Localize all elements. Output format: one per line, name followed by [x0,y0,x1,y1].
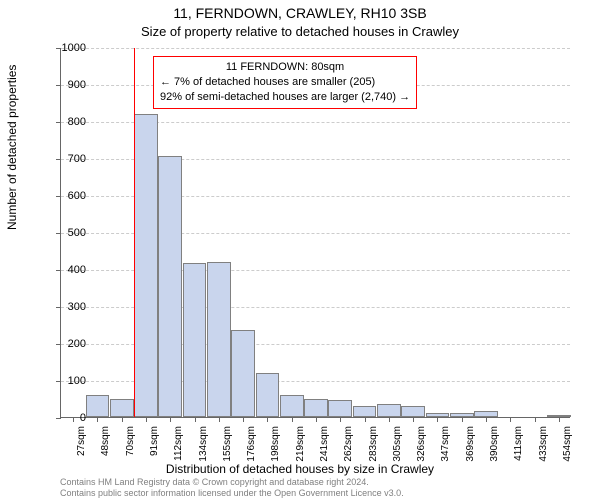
xtick-mark [316,417,317,422]
xtick-mark [462,417,463,422]
xtick-label: 369sqm [465,426,476,466]
annotation-line: 11 FERNDOWN: 80sqm [160,60,410,75]
histogram-bar [158,156,182,417]
xtick-mark [195,417,196,422]
chart-title: 11, FERNDOWN, CRAWLEY, RH10 3SB [0,5,600,21]
xtick-label: 283sqm [368,426,379,466]
annotation-line: ← 7% of detached houses are smaller (205… [160,75,410,90]
histogram-bar [304,399,328,418]
xtick-mark [146,417,147,422]
xtick-label: 91sqm [149,426,160,466]
xtick-label: 326sqm [416,426,427,466]
xtick-mark [219,417,220,422]
xtick-label: 219sqm [295,426,306,466]
ytick-label: 500 [46,228,86,239]
annotation-line: 92% of semi-detached houses are larger (… [160,90,410,105]
xtick-mark [243,417,244,422]
xtick-mark [170,417,171,422]
footer-line-2: Contains public sector information licen… [60,488,404,498]
xtick-mark [97,417,98,422]
property-marker-line [134,48,135,417]
xtick-label: 305sqm [392,426,403,466]
xtick-mark [267,417,268,422]
histogram-bar [134,114,158,417]
xtick-label: 155sqm [222,426,233,466]
xtick-label: 262sqm [343,426,354,466]
ytick-label: 900 [46,80,86,91]
ytick-label: 600 [46,191,86,202]
footer-line-1: Contains HM Land Registry data © Crown c… [60,477,404,487]
xtick-mark [365,417,366,422]
histogram-bar [110,399,134,418]
footer-attribution: Contains HM Land Registry data © Crown c… [60,477,404,498]
xtick-label: 70sqm [125,426,136,466]
xtick-label: 411sqm [513,426,524,466]
ytick-label: 1000 [46,43,86,54]
histogram-bar [256,373,280,417]
histogram-bar [183,263,207,417]
plot-area: 11 FERNDOWN: 80sqm← 7% of detached house… [60,48,570,418]
histogram-bar [377,404,401,417]
histogram-chart: 11, FERNDOWN, CRAWLEY, RH10 3SB Size of … [0,0,600,500]
x-axis-label: Distribution of detached houses by size … [0,462,600,476]
annotation-box: 11 FERNDOWN: 80sqm← 7% of detached house… [153,56,417,109]
ytick-label: 200 [46,339,86,350]
xtick-mark [437,417,438,422]
xtick-mark [559,417,560,422]
ytick-label: 400 [46,265,86,276]
ytick-label: 700 [46,154,86,165]
xtick-mark [292,417,293,422]
xtick-label: 241sqm [319,426,330,466]
y-axis-label: Number of detached properties [5,65,19,230]
ytick-label: 300 [46,302,86,313]
xtick-mark [340,417,341,422]
histogram-bar [231,330,255,417]
chart-subtitle: Size of property relative to detached ho… [0,24,600,39]
xtick-label: 176sqm [246,426,257,466]
xtick-label: 454sqm [562,426,573,466]
xtick-mark [535,417,536,422]
xtick-label: 433sqm [538,426,549,466]
histogram-bar [280,395,304,417]
ytick-label: 100 [46,376,86,387]
histogram-bar [328,400,352,417]
xtick-mark [486,417,487,422]
ytick-label: 0 [46,413,86,424]
histogram-bar [207,262,231,417]
xtick-label: 347sqm [440,426,451,466]
xtick-label: 112sqm [173,426,184,466]
xtick-label: 48sqm [100,426,111,466]
xtick-mark [510,417,511,422]
gridline [61,48,570,49]
ytick-label: 800 [46,117,86,128]
xtick-label: 134sqm [198,426,209,466]
xtick-mark [413,417,414,422]
histogram-bar [353,406,377,417]
xtick-label: 198sqm [270,426,281,466]
xtick-label: 27sqm [76,426,87,466]
histogram-bar [86,395,110,417]
xtick-mark [122,417,123,422]
xtick-mark [389,417,390,422]
xtick-label: 390sqm [489,426,500,466]
histogram-bar [401,406,425,417]
